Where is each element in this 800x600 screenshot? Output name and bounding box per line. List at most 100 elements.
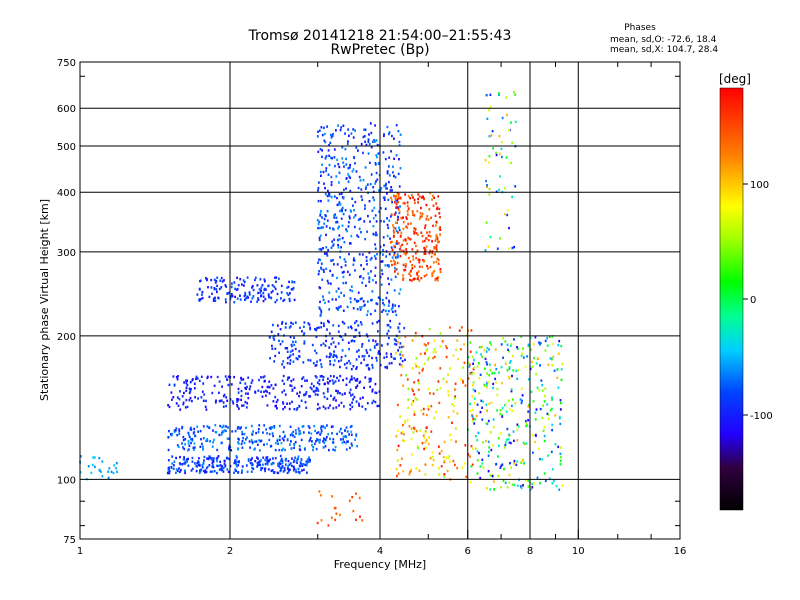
- data-point: [374, 243, 376, 246]
- data-point: [374, 400, 377, 404]
- data-point: [368, 277, 371, 280]
- data-point: [351, 393, 354, 396]
- data-point: [426, 348, 429, 351]
- data-point: [527, 485, 530, 488]
- data-point: [495, 367, 498, 371]
- data-point: [373, 198, 376, 202]
- data-point: [360, 231, 362, 234]
- data-point: [330, 175, 333, 179]
- data-point: [373, 140, 376, 143]
- data-point: [386, 291, 389, 294]
- data-point: [394, 267, 397, 271]
- data-point: [340, 266, 343, 269]
- data-point: [239, 298, 242, 301]
- data-point: [390, 196, 392, 199]
- data-point: [306, 471, 308, 474]
- data-point: [410, 427, 413, 430]
- data-point: [375, 220, 378, 223]
- data-point: [531, 365, 534, 368]
- data-point: [431, 272, 434, 275]
- data-point: [500, 140, 503, 144]
- data-point: [261, 385, 264, 389]
- data-point: [364, 207, 366, 210]
- data-point: [333, 214, 335, 217]
- data-point: [302, 376, 305, 379]
- data-point: [551, 364, 554, 367]
- data-point: [489, 363, 491, 366]
- data-point: [242, 437, 244, 440]
- data-point: [359, 275, 361, 279]
- data-point: [294, 347, 297, 351]
- data-point: [326, 210, 329, 213]
- data-point: [333, 238, 335, 241]
- data-point: [214, 281, 217, 284]
- data-point: [428, 327, 431, 331]
- data-point: [319, 212, 322, 216]
- data-point: [263, 380, 266, 383]
- data-point: [303, 325, 305, 328]
- data-point: [427, 442, 430, 445]
- data-point: [516, 428, 519, 431]
- data-point: [182, 446, 184, 449]
- data-point: [329, 355, 332, 358]
- data-point: [512, 430, 515, 433]
- data-point: [543, 439, 546, 443]
- data-point: [413, 381, 416, 384]
- data-point: [341, 157, 344, 160]
- data-point: [295, 408, 298, 411]
- data-point: [404, 421, 407, 424]
- data-point: [414, 252, 417, 255]
- data-point: [250, 438, 253, 442]
- data-point: [513, 483, 516, 487]
- data-point: [373, 345, 376, 348]
- data-point: [432, 350, 435, 354]
- data-point: [332, 438, 335, 441]
- data-point: [517, 425, 520, 428]
- data-point: [374, 391, 377, 394]
- data-point: [399, 133, 402, 136]
- data-point: [385, 255, 387, 258]
- data-point: [506, 343, 509, 346]
- data-point: [367, 367, 370, 370]
- data-point: [369, 379, 372, 383]
- data-point: [366, 313, 368, 317]
- data-point: [328, 192, 330, 196]
- data-point: [328, 163, 331, 167]
- data-point: [213, 384, 216, 387]
- data-point: [265, 456, 268, 459]
- data-point: [315, 335, 318, 338]
- data-point: [348, 391, 351, 394]
- data-point: [371, 390, 374, 393]
- data-point: [274, 442, 277, 445]
- data-point: [302, 431, 305, 434]
- data-point: [246, 402, 249, 405]
- data-point: [294, 429, 297, 432]
- data-point: [399, 464, 402, 467]
- data-point: [257, 298, 260, 301]
- data-point: [271, 344, 273, 348]
- data-point: [349, 242, 352, 245]
- data-point: [397, 193, 400, 196]
- data-point: [386, 323, 389, 327]
- data-point: [457, 357, 459, 361]
- chart-subtitle: RwPretec (Bp): [330, 42, 429, 58]
- data-point: [322, 375, 325, 379]
- data-point: [290, 447, 293, 450]
- data-point: [217, 464, 220, 468]
- data-point: [561, 362, 564, 366]
- data-point: [370, 377, 372, 380]
- data-point: [329, 379, 331, 383]
- data-point: [534, 440, 536, 444]
- data-point: [293, 408, 296, 411]
- data-point: [332, 324, 335, 327]
- data-point: [337, 330, 340, 333]
- data-point: [317, 431, 320, 434]
- data-point: [234, 459, 237, 462]
- data-point: [395, 203, 398, 206]
- data-point: [397, 172, 400, 176]
- data-point: [236, 403, 238, 407]
- data-point: [543, 472, 546, 475]
- data-point: [380, 260, 383, 263]
- data-point: [487, 454, 490, 457]
